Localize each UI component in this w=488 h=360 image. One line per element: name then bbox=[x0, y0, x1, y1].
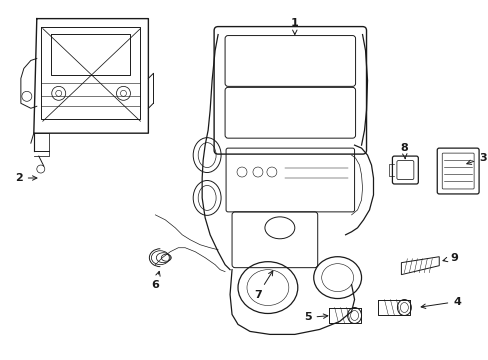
Text: 9: 9 bbox=[442, 253, 457, 263]
Text: 3: 3 bbox=[466, 153, 486, 165]
Text: 2: 2 bbox=[15, 173, 37, 183]
Text: 5: 5 bbox=[304, 312, 327, 323]
Text: 6: 6 bbox=[151, 271, 160, 289]
Text: 4: 4 bbox=[420, 297, 460, 309]
Text: 1: 1 bbox=[290, 18, 298, 35]
Text: 8: 8 bbox=[400, 143, 407, 159]
Text: 7: 7 bbox=[254, 271, 272, 300]
